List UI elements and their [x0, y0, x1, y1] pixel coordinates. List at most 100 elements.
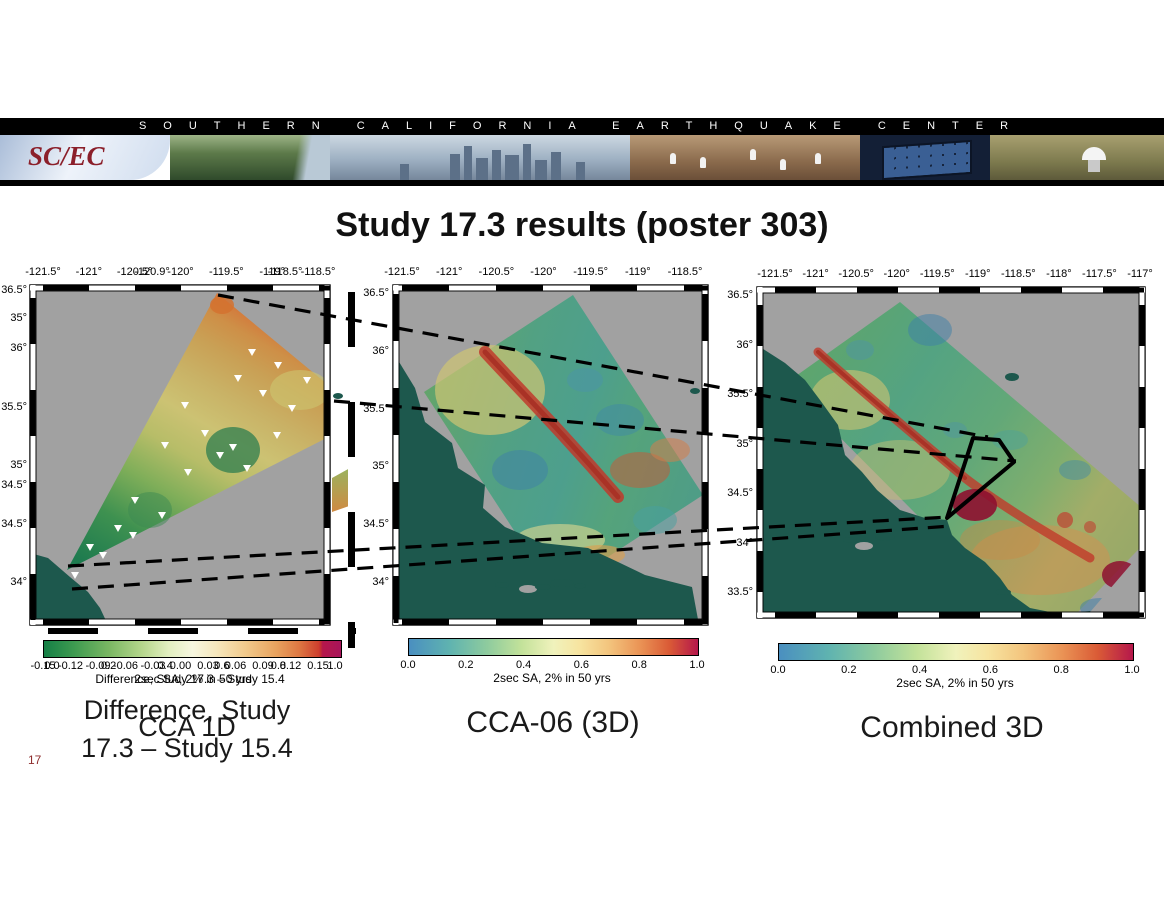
tick-label: 36° — [372, 344, 389, 357]
colorbar-label-panel1-overlay: 2sec SA, 2% in 50 yrs — [134, 672, 252, 686]
tick-label: 36.5° — [1, 284, 27, 296]
skyline-building — [492, 150, 501, 180]
tick-label: 0.4 — [515, 659, 532, 671]
tick-label: -120° — [530, 266, 557, 278]
station-triangle-icon — [248, 349, 256, 356]
skyline-building — [523, 144, 531, 180]
caption-cca06: CCA-06 (3D) — [466, 706, 640, 739]
island — [574, 583, 586, 589]
station-triangle-icon — [259, 390, 267, 397]
map-cca06 — [394, 286, 707, 624]
undermap-fragment — [48, 288, 357, 648]
tick-label: 0.0 — [770, 664, 786, 676]
island — [535, 584, 551, 590]
station-triangle-icon — [114, 525, 122, 532]
tick-label: -119° — [259, 266, 285, 278]
tick-label: 35.5° — [727, 388, 753, 400]
skyline-building — [400, 164, 409, 180]
tick-label: 1.0 — [327, 660, 343, 672]
island — [1005, 373, 1019, 381]
cca-region-outline — [945, 436, 1016, 520]
tick-label: -121.5° — [25, 266, 61, 278]
projection-line — [71, 524, 952, 591]
tick-label: 35.5° — [1, 400, 27, 413]
tick-label: -120.5° — [478, 266, 515, 278]
tick-label: -0.12 — [57, 660, 84, 672]
tick-label: 0.06 — [224, 660, 247, 672]
tick-label: 34.5° — [1, 517, 27, 530]
gps-dome — [1082, 147, 1106, 160]
station-triangle-icon — [71, 572, 79, 579]
tick-label: 34° — [736, 536, 753, 549]
station-triangle-icon — [303, 377, 311, 384]
tick-label: -118.5° — [1000, 268, 1036, 280]
scec-logo: SC/EC — [0, 135, 170, 180]
station-triangle-icon — [274, 362, 282, 369]
island — [495, 582, 509, 588]
banner-photo-canyon — [630, 135, 860, 180]
tick-label: 35° — [736, 437, 753, 450]
tick-label: -119.5° — [573, 266, 609, 278]
tick-label: -121° — [802, 268, 829, 280]
map-frame — [29, 284, 331, 626]
colorbar-difference — [43, 640, 342, 658]
colorbar-label-panel3: 2sec SA, 2% in 50 yrs — [896, 676, 1014, 690]
skyline-building — [476, 158, 488, 180]
page-number: 17 — [28, 753, 42, 767]
tick-label: -117° — [1127, 268, 1153, 280]
station-triangle-icon — [129, 532, 137, 539]
island — [519, 585, 537, 593]
tick-label: 1.0 — [689, 659, 705, 671]
banner-photo-station — [990, 135, 1164, 180]
tick-label: -121.5° — [384, 266, 420, 278]
tick-label: 35° — [10, 459, 27, 472]
tick-label: 35° — [10, 312, 27, 324]
island — [550, 579, 574, 587]
tick-label: -119° — [625, 266, 651, 278]
station-triangle-icon — [288, 405, 296, 412]
tick-label: 34.5° — [363, 518, 389, 531]
station-triangle-icon — [229, 444, 237, 451]
tick-label: -0.06 — [112, 660, 139, 672]
ocean — [31, 553, 108, 624]
tick-label: 0.2 — [100, 660, 117, 672]
tick-label: 0.8 — [631, 659, 647, 671]
tick-label: -0.03 — [140, 660, 166, 672]
tick-label: 36° — [10, 342, 27, 355]
station-triangle-icon — [158, 512, 166, 519]
tick-label: -120° — [883, 268, 910, 280]
station-triangle-icon — [86, 544, 94, 551]
tick-label: -0.15 — [30, 660, 56, 672]
slide-title: Study 17.3 results (poster 303) — [335, 206, 829, 244]
tick-label: -118° — [1046, 268, 1072, 280]
person-figure — [670, 153, 676, 164]
tick-label: -0.09 — [85, 660, 111, 672]
colorbar-combined — [778, 643, 1134, 661]
caption-difference-line2: 17.3 – Study 15.4 — [81, 733, 293, 763]
ocean — [758, 345, 1095, 617]
person-figure — [750, 149, 756, 160]
station-triangle-icon — [99, 552, 107, 559]
projection-lines — [67, 293, 1017, 591]
station-markers — [71, 349, 311, 579]
tick-label: 36.5° — [727, 289, 753, 301]
skyline-building — [576, 162, 585, 180]
tick-label: -118.5° — [300, 266, 336, 278]
projection-line — [333, 399, 1017, 463]
tick-label: -120° — [167, 266, 194, 278]
tick-label: 0.6 — [982, 664, 999, 676]
tick-label: 0.00 — [169, 660, 192, 672]
station-triangle-icon — [161, 442, 169, 449]
tick-label: 0.2 — [458, 659, 474, 671]
tick-label: -119.5° — [919, 268, 955, 280]
banner-title-bar: SOUTHERN CALIFORNIA EARTHQUAKE CENTER — [0, 118, 1164, 135]
tick-label: 36° — [736, 338, 753, 351]
projection-line — [217, 293, 989, 439]
tick-label: 0.09 — [252, 660, 274, 672]
island — [843, 537, 857, 543]
caption-combined3d: Combined 3D — [860, 711, 1044, 744]
ocean — [394, 353, 702, 624]
tick-label: -121° — [435, 266, 463, 278]
tick-label: -117.5° — [1082, 268, 1117, 280]
